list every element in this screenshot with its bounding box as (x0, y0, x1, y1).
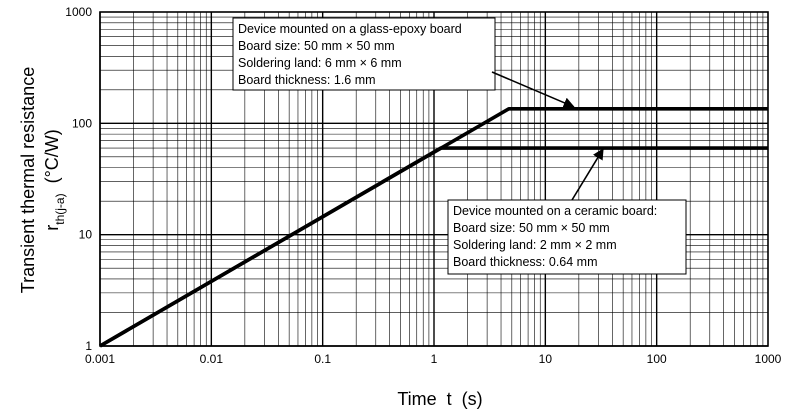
x-axis-title: Time t (s) (397, 389, 482, 409)
y-tick-label: 1 (85, 339, 92, 353)
x-tick-label: 0.1 (314, 352, 331, 366)
annotation-arrow-2 (571, 148, 604, 201)
annotation-box (232, 17, 496, 91)
y-axis-spacer (42, 183, 62, 193)
annotation-line: Board thickness: 0.64 mm (453, 255, 598, 269)
annotation-line: Soldering land: 6 mm × 6 mm (238, 56, 402, 70)
annotation-line: Device mounted on a ceramic board: (453, 204, 657, 218)
series-line-2 (99, 146, 768, 348)
series-layer (99, 107, 768, 348)
y-axis-title-line2: rth(j-a) (°C/W) (42, 129, 67, 231)
annotation-arrow-1 (491, 71, 575, 109)
tick-labels: 0.001 0.01 0.1 1 10 100 1000 1 10 100 1000 (65, 5, 781, 366)
x-tick-label: 0.001 (85, 352, 115, 366)
y-tick-label: 10 (79, 228, 93, 242)
y-axis-unit: (°C/W) (42, 129, 62, 183)
plot-frame (99, 11, 769, 347)
y-axis-title: Transient thermal resistance rth(j-a) (°… (18, 67, 67, 293)
annotation-line: Board size: 50 mm × 50 mm (453, 221, 610, 235)
y-tick-label: 1000 (65, 5, 92, 19)
y-axis-symbol: r (42, 225, 62, 231)
annotation-2: Device mounted on a ceramic board: Board … (447, 199, 687, 275)
annotation-line: Soldering land: 2 mm × 2 mm (453, 238, 617, 252)
x-tick-label: 100 (647, 352, 667, 366)
x-tick-label: 1 (431, 352, 438, 366)
annotation-line: Device mounted on a glass-epoxy board (238, 22, 462, 36)
annotation-box (447, 199, 687, 275)
annotation-line: Board thickness: 1.6 mm (238, 73, 376, 87)
x-tick-label: 10 (539, 352, 553, 366)
annotation-line: Board size: 50 mm × 50 mm (238, 39, 395, 53)
y-tick-label: 100 (72, 116, 92, 130)
y-axis-title-line1: Transient thermal resistance (18, 67, 38, 293)
annotation-1: Device mounted on a glass-epoxy board Boa… (232, 17, 496, 91)
x-tick-label: 1000 (755, 352, 782, 366)
x-tick-label: 0.01 (200, 352, 224, 366)
annotations: Device mounted on a glass-epoxy board Boa… (232, 17, 687, 275)
y-axis-subscript: th(j-a) (53, 193, 67, 224)
